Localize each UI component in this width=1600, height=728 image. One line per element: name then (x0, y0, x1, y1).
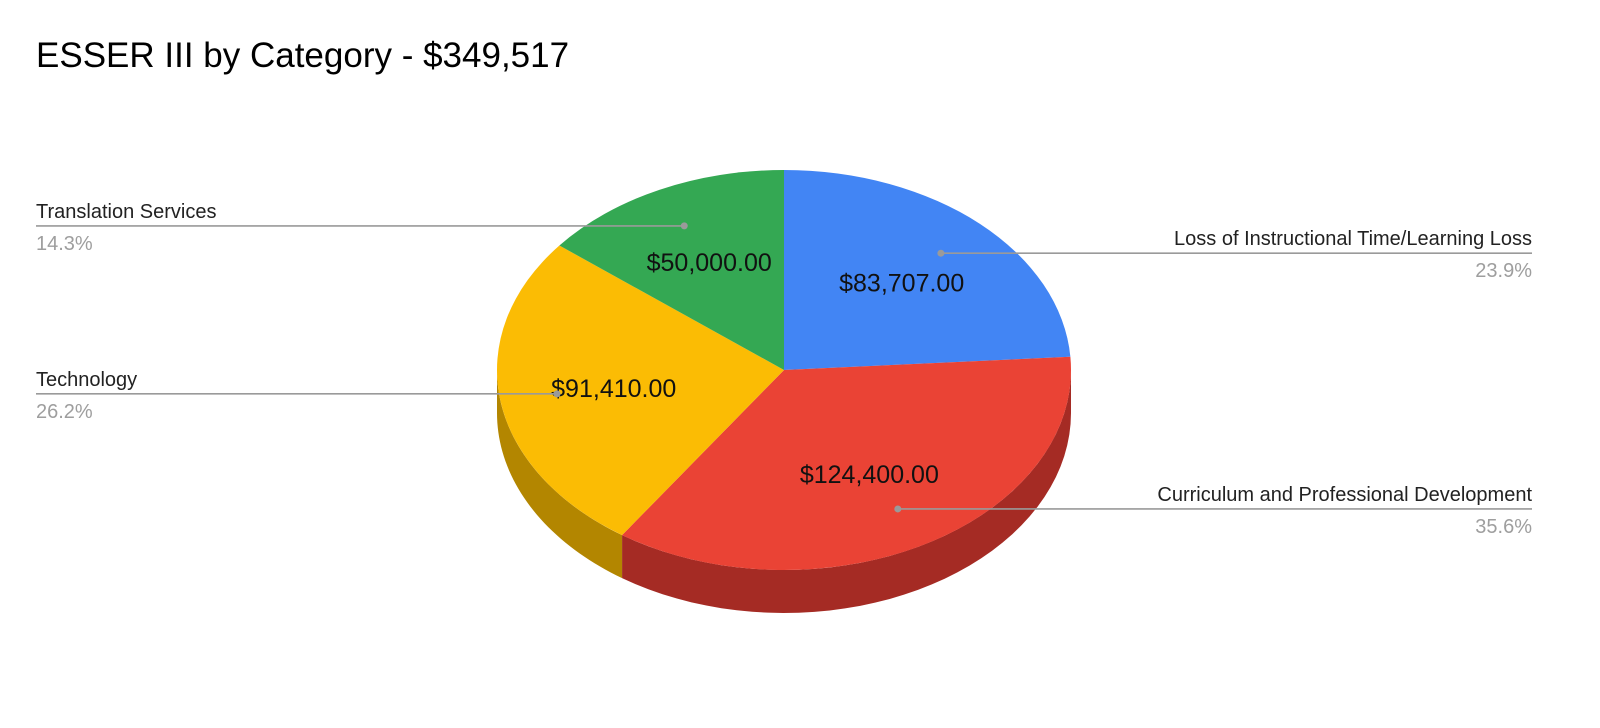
pie-side-group (497, 370, 1071, 613)
pie-slice-translation-services (559, 170, 784, 370)
value-label-curriculum-and-professional-development: $124,400.00 (800, 461, 939, 489)
category-label-curriculum-and-professional-development: Curriculum and Professional Development (1157, 484, 1532, 506)
category-label-translation-services: Translation Services (36, 201, 216, 223)
leader-dot-loss-of-instructional-time-learning-loss (937, 249, 945, 257)
value-label-loss-of-instructional-time-learning-loss: $83,707.00 (839, 269, 964, 297)
leader-dot-technology (553, 390, 561, 398)
pie-side-curriculum-and-professional-development (622, 370, 1071, 613)
percent-label-translation-services: 14.3% (36, 233, 93, 255)
category-label-technology: Technology (36, 369, 137, 391)
leader-dot-translation-services (680, 222, 688, 230)
pie-slice-technology (496, 245, 784, 536)
percent-label-curriculum-and-professional-development: 35.6% (1475, 516, 1532, 538)
percent-label-loss-of-instructional-time-learning-loss: 23.9% (1475, 260, 1532, 282)
pie-slice-loss-of-instructional-time-learning-loss (784, 170, 1071, 370)
pie-side-technology (497, 370, 623, 579)
chart-title: ESSER III by Category - $349,517 (36, 36, 570, 75)
value-label-translation-services: $50,000.00 (647, 249, 772, 277)
outside-labels: Loss of Instructional Time/Learning Loss… (36, 201, 1532, 538)
value-label-technology: $91,410.00 (551, 375, 676, 403)
leader-dot-curriculum-and-professional-development (894, 505, 902, 513)
pie-slice-curriculum-and-professional-development (622, 356, 1071, 570)
category-label-loss-of-instructional-time-learning-loss: Loss of Instructional Time/Learning Loss (1174, 228, 1532, 250)
pie-slices (496, 170, 1071, 570)
value-labels: $83,707.00 $124,400.00 $91,410.00 $50,000.0… (551, 249, 964, 489)
percent-label-technology: 26.2% (36, 401, 93, 423)
